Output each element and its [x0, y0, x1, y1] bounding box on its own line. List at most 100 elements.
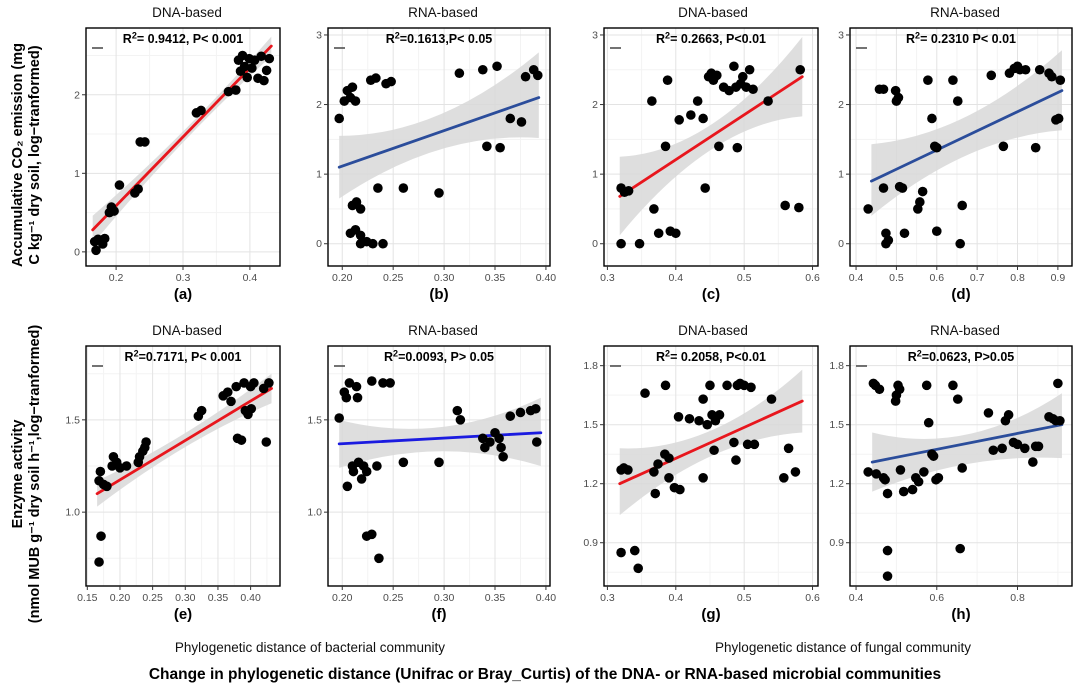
- data-point: [927, 113, 937, 124]
- data-point: [684, 413, 695, 424]
- data-point: [1012, 439, 1023, 450]
- panel-letter: (a): [174, 286, 192, 303]
- data-point: [348, 466, 359, 477]
- data-point: [647, 96, 657, 106]
- data-point: [223, 86, 234, 97]
- row-enzyme-activity: Enzyme activity (nmol MUB g⁻¹ dry soil h…: [0, 322, 1080, 626]
- data-point: [955, 238, 965, 249]
- r2-annotation: R2= 0.9412, P< 0.001: [123, 31, 243, 47]
- data-point: [744, 64, 755, 75]
- data-point: [372, 461, 382, 471]
- data-point: [895, 465, 906, 475]
- data-point: [955, 543, 965, 554]
- data-point: [1053, 378, 1063, 389]
- x-tick-label: 0.25: [383, 272, 404, 284]
- data-point: [231, 381, 242, 392]
- data-point: [640, 388, 650, 399]
- y-tick-label: 0: [316, 238, 322, 250]
- data-point: [99, 233, 110, 244]
- panel-letter: (f): [432, 606, 447, 623]
- panel-plot: R2=0.7171, P< 0.001 0.15 0.20 0.25 0.30 0.35 0…: [65, 345, 281, 623]
- y-tick-label: 2: [838, 99, 844, 111]
- r2-annotation: R2= 0.2310 P< 0.01: [906, 31, 1016, 47]
- data-point: [498, 451, 508, 462]
- panel-title: DNA-based: [152, 323, 222, 338]
- data-point: [880, 474, 890, 485]
- data-point: [516, 117, 527, 127]
- x-tick-label: 0.2: [109, 272, 124, 284]
- data-point: [907, 484, 918, 495]
- data-point: [692, 96, 703, 106]
- chart-panel-a: DNA-based R2= 0.9412, P< 0.001 0.2 0.3 0.4 0 1…: [58, 4, 288, 306]
- data-point: [766, 394, 777, 404]
- data-point: [1030, 142, 1041, 153]
- data-point: [878, 84, 889, 95]
- data-point: [714, 410, 725, 420]
- data-point: [986, 70, 997, 81]
- data-point: [795, 64, 806, 75]
- regression-line: [337, 431, 543, 446]
- data-point: [494, 433, 504, 444]
- data-point: [897, 183, 908, 193]
- x-tick-label: 0.3: [600, 592, 615, 604]
- data-point: [344, 378, 355, 388]
- panel-plot: R2= 0.2058, P<0.01 0.3 0.4 0.5 0.6 0.9 1.2 1.5 1…: [583, 345, 820, 623]
- data-point: [242, 72, 253, 83]
- data-point: [915, 197, 925, 207]
- data-point: [698, 113, 708, 124]
- data-point: [352, 392, 363, 403]
- data-point: [933, 473, 944, 483]
- data-point: [780, 200, 790, 211]
- data-point: [616, 547, 626, 558]
- data-point: [660, 380, 671, 391]
- x-tick-label: 0.6: [805, 272, 820, 284]
- data-point: [729, 437, 739, 448]
- data-point: [532, 70, 543, 81]
- chart-panel-f: RNA-based R2=0.0093, P> 0.05 0.20 0.25 0.30 0…: [300, 322, 558, 626]
- r2-annotation: R2=0.0623, P>0.05: [908, 349, 1015, 365]
- confidence-band: [339, 52, 539, 199]
- confidence-band: [339, 397, 541, 468]
- x-tick-label: 0.20: [110, 592, 131, 604]
- r2-annotation: R2= 0.2058, P<0.01: [656, 349, 766, 365]
- data-point: [702, 419, 713, 430]
- y-tick-label: 1.8: [829, 360, 844, 372]
- data-point: [264, 378, 274, 388]
- panel-title: DNA-based: [678, 323, 748, 338]
- x-tick-label: 0.9: [1051, 272, 1066, 284]
- data-point: [783, 443, 794, 454]
- x-tick-label: 0.40: [536, 272, 557, 284]
- data-point: [1034, 64, 1045, 75]
- data-point: [749, 439, 760, 450]
- data-point: [633, 563, 643, 574]
- data-point: [1047, 71, 1057, 82]
- data-point: [95, 466, 106, 477]
- data-point: [366, 529, 377, 540]
- data-point: [133, 184, 143, 194]
- data-point: [983, 408, 994, 418]
- data-point: [948, 75, 958, 85]
- data-point: [917, 186, 928, 197]
- y-tick-label: 1.5: [583, 419, 598, 431]
- data-point: [366, 376, 377, 386]
- xlabel-fungal-community: Phylogenetic distance of fungal communit…: [715, 640, 971, 655]
- data-point: [714, 141, 724, 152]
- y-tick-label: 2: [74, 89, 80, 101]
- data-point: [1055, 415, 1065, 426]
- regression-line: [618, 75, 804, 198]
- chart-panel-e: DNA-based R2=0.7171, P< 0.001 0.15 0.20 0.25…: [58, 322, 288, 626]
- xlabel-bacterial-community: Phylogenetic distance of bacterial commu…: [174, 640, 446, 655]
- y-tick-label: 0: [74, 246, 80, 258]
- data-point: [361, 466, 372, 477]
- x-tick-label: 0.4: [849, 272, 864, 284]
- data-point: [141, 437, 151, 447]
- data-point: [492, 61, 502, 72]
- data-point: [731, 455, 741, 465]
- data-point: [742, 439, 753, 450]
- figure-caption: Change in phylogenetic distance (Unifrac…: [148, 666, 942, 683]
- data-point: [957, 463, 968, 473]
- data-point: [919, 467, 929, 477]
- data-point: [729, 61, 739, 72]
- data-point: [957, 200, 968, 211]
- data-point: [700, 183, 710, 193]
